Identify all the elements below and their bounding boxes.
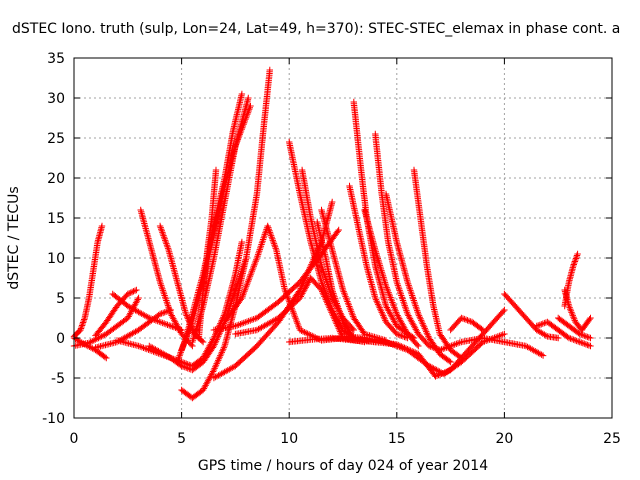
x-tick-label: 15 bbox=[388, 431, 406, 447]
x-tick-label: 20 bbox=[495, 431, 513, 447]
data-series bbox=[501, 290, 562, 342]
axis-ticks: 0 5 10 15 20 25 -10 -5 0 5 10 15 20 25 30 35 bbox=[42, 51, 621, 447]
data-series bbox=[372, 130, 443, 354]
series-plus-markers bbox=[372, 130, 443, 354]
chart-title: dSTEC Iono. truth (sulp, Lon=24, Lat=49,… bbox=[12, 21, 620, 37]
data-series bbox=[350, 98, 418, 342]
series-plus-markers bbox=[70, 222, 106, 340]
y-tick-label: 5 bbox=[56, 291, 65, 307]
data-series bbox=[561, 286, 594, 334]
data-series bbox=[70, 222, 106, 340]
series-plus-markers bbox=[156, 222, 207, 346]
y-tick-label: 35 bbox=[47, 51, 65, 67]
plot-area bbox=[70, 66, 594, 402]
series-plus-markers bbox=[346, 182, 411, 342]
series-plus-markers bbox=[350, 98, 418, 342]
series-plus-markers bbox=[361, 206, 422, 350]
y-tick-label: -10 bbox=[42, 411, 65, 427]
data-series bbox=[555, 314, 594, 342]
y-tick-label: -5 bbox=[51, 371, 65, 387]
data-series bbox=[210, 198, 336, 382]
data-series bbox=[561, 250, 581, 310]
data-series bbox=[533, 318, 594, 350]
series-plus-markers bbox=[561, 286, 594, 334]
data-series bbox=[195, 166, 220, 342]
y-tick-label: 30 bbox=[47, 91, 65, 107]
y-tick-label: 0 bbox=[56, 331, 65, 347]
series-plus-markers bbox=[221, 222, 347, 344]
series-plus-markers bbox=[561, 250, 581, 310]
x-tick-label: 25 bbox=[603, 431, 621, 447]
data-series bbox=[361, 206, 422, 350]
x-axis-label: GPS time / hours of day 024 of year 2014 bbox=[198, 458, 488, 474]
data-series bbox=[410, 166, 465, 362]
x-tick-label: 0 bbox=[70, 431, 79, 447]
x-tick-label: 10 bbox=[280, 431, 298, 447]
series-plus-markers bbox=[436, 334, 547, 359]
y-tick-label: 20 bbox=[47, 171, 65, 187]
y-tick-label: 10 bbox=[47, 251, 65, 267]
series-plus-markers bbox=[501, 290, 562, 342]
data-series bbox=[137, 206, 196, 350]
data-series bbox=[178, 66, 273, 402]
data-series bbox=[109, 290, 185, 334]
data-series bbox=[436, 334, 547, 359]
data-series bbox=[286, 138, 357, 342]
y-tick-label: 25 bbox=[47, 131, 65, 147]
series-plus-markers bbox=[447, 314, 487, 334]
series-plus-markers bbox=[178, 66, 273, 402]
x-tick-label: 5 bbox=[177, 431, 186, 447]
y-tick-label: 15 bbox=[47, 211, 65, 227]
series-plus-markers bbox=[109, 290, 185, 334]
data-series bbox=[221, 222, 347, 344]
series-plus-markers bbox=[555, 314, 594, 342]
series-plus-markers bbox=[195, 166, 220, 342]
series-plus-markers bbox=[210, 198, 336, 382]
data-series bbox=[346, 182, 411, 342]
series-plus-markers bbox=[286, 138, 357, 342]
data-series bbox=[447, 314, 487, 334]
series-plus-markers bbox=[137, 206, 196, 350]
series-plus-markers bbox=[533, 318, 594, 350]
grid-lines bbox=[74, 58, 612, 418]
plot-frame bbox=[73, 57, 613, 419]
y-axis-label: dSTEC / TECUs bbox=[6, 186, 22, 289]
data-series bbox=[156, 222, 207, 346]
series-plus-markers bbox=[410, 166, 465, 362]
